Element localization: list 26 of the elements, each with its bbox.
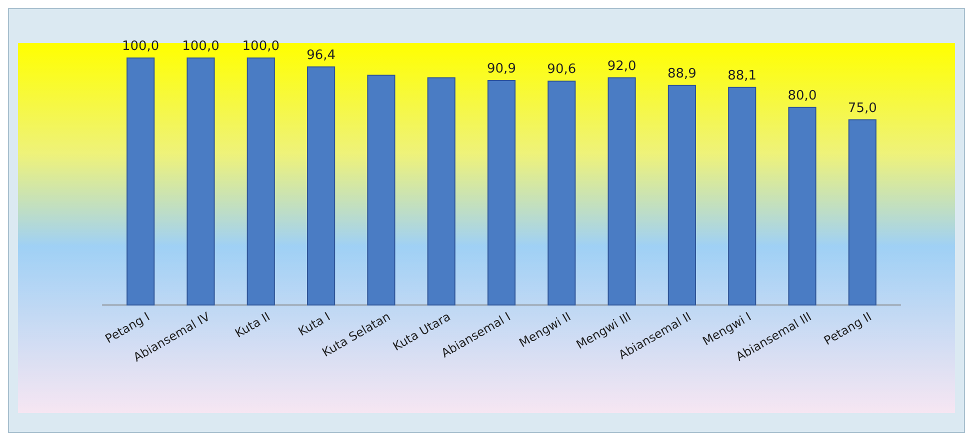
data-label: 88,9 [667, 66, 696, 82]
bar [126, 58, 155, 306]
x-tick-label: Kuta II [232, 309, 272, 341]
data-label: 92,0 [607, 58, 636, 74]
data-label: 96,4 [306, 48, 336, 63]
bar [668, 84, 696, 306]
bar [186, 58, 215, 306]
data-label: 75,0 [848, 100, 877, 116]
x-tick-label: Kuta I [296, 309, 333, 339]
bar [427, 77, 456, 306]
bar [367, 74, 396, 306]
bar [608, 77, 636, 306]
data-label: 88,1 [728, 68, 757, 84]
data-label: 90,9 [487, 61, 516, 76]
bar [307, 66, 336, 306]
bar [848, 119, 876, 306]
bar [487, 80, 516, 306]
bar [246, 58, 275, 306]
data-label: 90,6 [547, 62, 576, 78]
bar [728, 86, 756, 306]
data-label: 100,0 [242, 39, 280, 54]
data-label: 100,0 [122, 39, 160, 54]
data-label: 100,0 [182, 39, 220, 54]
bar [548, 80, 576, 306]
bar [788, 106, 816, 306]
data-label: 80,0 [788, 88, 817, 104]
